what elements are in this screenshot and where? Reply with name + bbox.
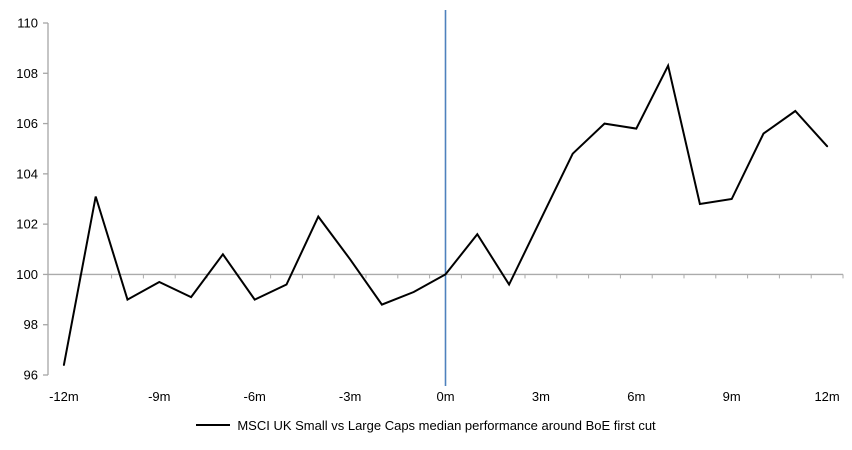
x-tick-label: 0m [436,389,454,404]
y-tick-label: 110 [17,16,38,31]
y-tick-label: 100 [16,267,38,282]
x-tick-label: 12m [814,389,839,404]
y-tick-label: 96 [24,368,38,383]
x-tick-label: 6m [627,389,645,404]
x-tick-label: -9m [148,389,170,404]
series-line [62,62,829,366]
x-tick-label: -3m [339,389,361,404]
x-tick-label: 9m [723,389,741,404]
legend-label: MSCI UK Small vs Large Caps median perfo… [237,417,656,433]
y-tick-label: 104 [16,166,38,181]
y-tick-label: 106 [16,116,38,131]
y-tick-label: 98 [24,317,38,332]
y-tick-label: 102 [16,217,38,232]
x-tick-label: 3m [532,389,550,404]
x-tick-label: -12m [49,389,79,404]
legend-line-swatch [196,424,231,426]
y-tick-label: 108 [16,66,38,81]
x-tick-label: -6m [244,389,266,404]
legend: MSCI UK Small vs Large Caps median perfo… [0,417,852,433]
